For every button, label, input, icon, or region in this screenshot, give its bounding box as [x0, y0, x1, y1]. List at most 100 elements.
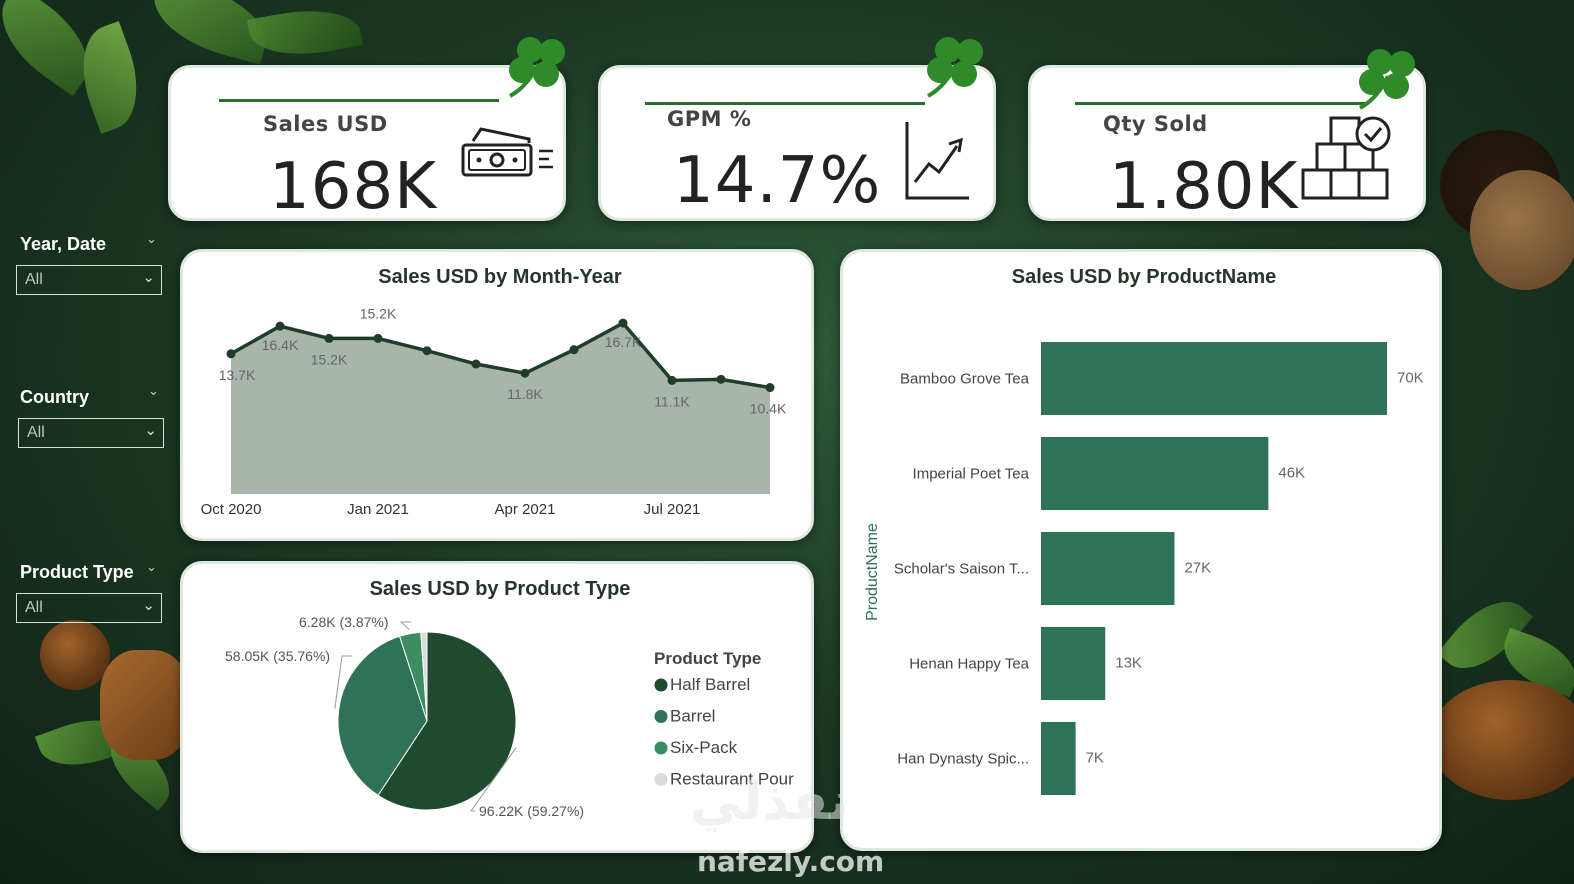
clover-icon — [1358, 49, 1415, 110]
slicer-value: All — [27, 424, 45, 441]
data-point — [569, 345, 579, 355]
trend-chart-icon — [905, 122, 969, 200]
data-label: 13.7K — [219, 367, 256, 383]
data-point — [422, 346, 432, 356]
chart-card-sales-by-type: Sales USD by Product Type 96.22K (59.27%… — [180, 561, 814, 853]
data-point — [373, 333, 383, 343]
kpi-accent-line — [645, 102, 925, 105]
slice-label: 58.05K (35.76%) — [225, 648, 330, 664]
bar — [1041, 342, 1387, 415]
watermark-arabic: نفذلي — [690, 772, 850, 832]
leader-line — [399, 621, 412, 631]
kpi-card-gpm: GPM % 14.7% — [598, 65, 996, 221]
chevron-down-icon: ⌄ — [144, 422, 157, 439]
legend-item: Restaurant Pour — [670, 770, 794, 789]
slicer-dropdown[interactable]: All ⌄ — [16, 593, 162, 623]
slicer-title: Year, Date — [20, 234, 107, 254]
y-axis-title: ProductName — [864, 523, 881, 621]
category-label: Henan Happy Tea — [909, 656, 1029, 673]
chevron-down-icon[interactable]: ⌄ — [146, 560, 157, 575]
data-point — [716, 374, 726, 384]
kpi-value: 168K — [269, 150, 438, 224]
area-fill — [231, 323, 770, 494]
x-tick-label: Jul 2021 — [644, 501, 701, 518]
data-point — [471, 359, 481, 369]
data-label: 11.8K — [507, 386, 543, 402]
clover-icon — [508, 37, 565, 98]
value-label: 46K — [1278, 465, 1305, 482]
chart-card-sales-by-product: Sales USD by ProductName ProductName Bamb… — [840, 249, 1442, 851]
slice-label: 6.28K (3.87%) — [299, 614, 389, 630]
value-label: 27K — [1184, 560, 1211, 577]
slicer-dropdown[interactable]: All ⌄ — [16, 265, 162, 295]
value-label: 13K — [1115, 655, 1142, 672]
pie-slice — [420, 631, 428, 722]
chart-title: Sales USD by Product Type — [369, 578, 631, 600]
chart-card-sales-by-month: Sales USD by Month-Year 13.7K 16.4K 15.2K 1… — [180, 249, 814, 541]
data-point — [275, 321, 285, 331]
data-label: 15.2K — [360, 305, 397, 321]
kpi-card-qty: Qty Sold 1.80K — [1028, 65, 1426, 224]
x-tick-label: Jan 2021 — [347, 501, 409, 518]
slicer-title: Product Type — [20, 562, 134, 582]
legend-item: Half Barrel — [670, 675, 750, 694]
legend-item: Six-Pack — [670, 738, 738, 757]
x-tick-label: Oct 2020 — [201, 501, 262, 518]
data-point — [618, 318, 628, 328]
data-point — [226, 349, 236, 359]
bar — [1041, 532, 1175, 605]
data-label: 15.2K — [311, 351, 348, 367]
kpi-accent-line — [219, 99, 499, 102]
area-chart: 13.7K 16.4K 15.2K 15.2K 11.8K 16.7K 11.1K 10.4K… — [201, 305, 787, 518]
kpi-title: GPM % — [667, 107, 752, 131]
leader-line — [334, 655, 352, 709]
legend-item: Barrel — [670, 707, 715, 726]
kpi-card-sales: Sales USD 168K — [168, 65, 566, 224]
category-label: Bamboo Grove Tea — [900, 371, 1030, 388]
data-point — [765, 383, 775, 393]
chart-title: Sales USD by Month-Year — [378, 266, 622, 288]
slicer-title: Country — [20, 387, 89, 407]
chevron-down-icon[interactable]: ⌄ — [146, 232, 157, 247]
clover-icon — [926, 37, 983, 98]
pie-slice — [377, 631, 517, 811]
pie-chart: 96.22K (59.27%) 58.05K (35.76%) 6.28K (3.8… — [225, 614, 794, 819]
category-label: Imperial Poet Tea — [913, 466, 1030, 483]
leader-line — [470, 747, 517, 812]
bar — [1041, 437, 1269, 510]
data-point — [667, 375, 677, 385]
data-point — [520, 368, 530, 378]
slicer-value: All — [25, 271, 43, 288]
slicer-value: All — [25, 599, 43, 616]
slicer-dropdown[interactable]: All ⌄ — [18, 418, 164, 448]
bar — [1041, 722, 1076, 795]
kpi-accent-line — [1075, 102, 1365, 105]
money-icon — [461, 127, 553, 177]
data-label: 16.7K — [605, 334, 642, 350]
watermark-url: nafezly.com — [697, 845, 885, 878]
legend-swatch — [654, 773, 668, 786]
legend-title: Product Type — [654, 649, 761, 668]
chevron-down-icon: ⌄ — [142, 269, 155, 286]
kpi-title: Qty Sold — [1103, 112, 1208, 136]
pie-slice — [337, 635, 428, 797]
data-point — [324, 333, 334, 343]
data-label: 16.4K — [262, 337, 299, 353]
legend-swatch — [654, 741, 668, 755]
legend-swatch — [654, 678, 668, 692]
chevron-down-icon[interactable]: ⌄ — [148, 384, 159, 399]
category-label: Han Dynasty Spic... — [897, 751, 1029, 768]
chevron-down-icon: ⌄ — [142, 597, 155, 614]
value-label: 7K — [1086, 750, 1104, 767]
chart-title: Sales USD by ProductName — [1011, 266, 1277, 288]
bar — [1041, 627, 1106, 700]
kpi-value: 14.7% — [673, 144, 882, 218]
value-label: 70K — [1397, 370, 1424, 387]
x-tick-label: Apr 2021 — [495, 501, 556, 518]
legend-swatch — [654, 710, 668, 723]
kpi-title: Sales USD — [263, 112, 388, 136]
slice-label: 96.22K (59.27%) — [479, 803, 584, 819]
boxes-check-icon — [1301, 116, 1391, 200]
data-label: 11.1K — [654, 393, 690, 409]
category-label: Scholar's Saison T... — [894, 561, 1029, 578]
